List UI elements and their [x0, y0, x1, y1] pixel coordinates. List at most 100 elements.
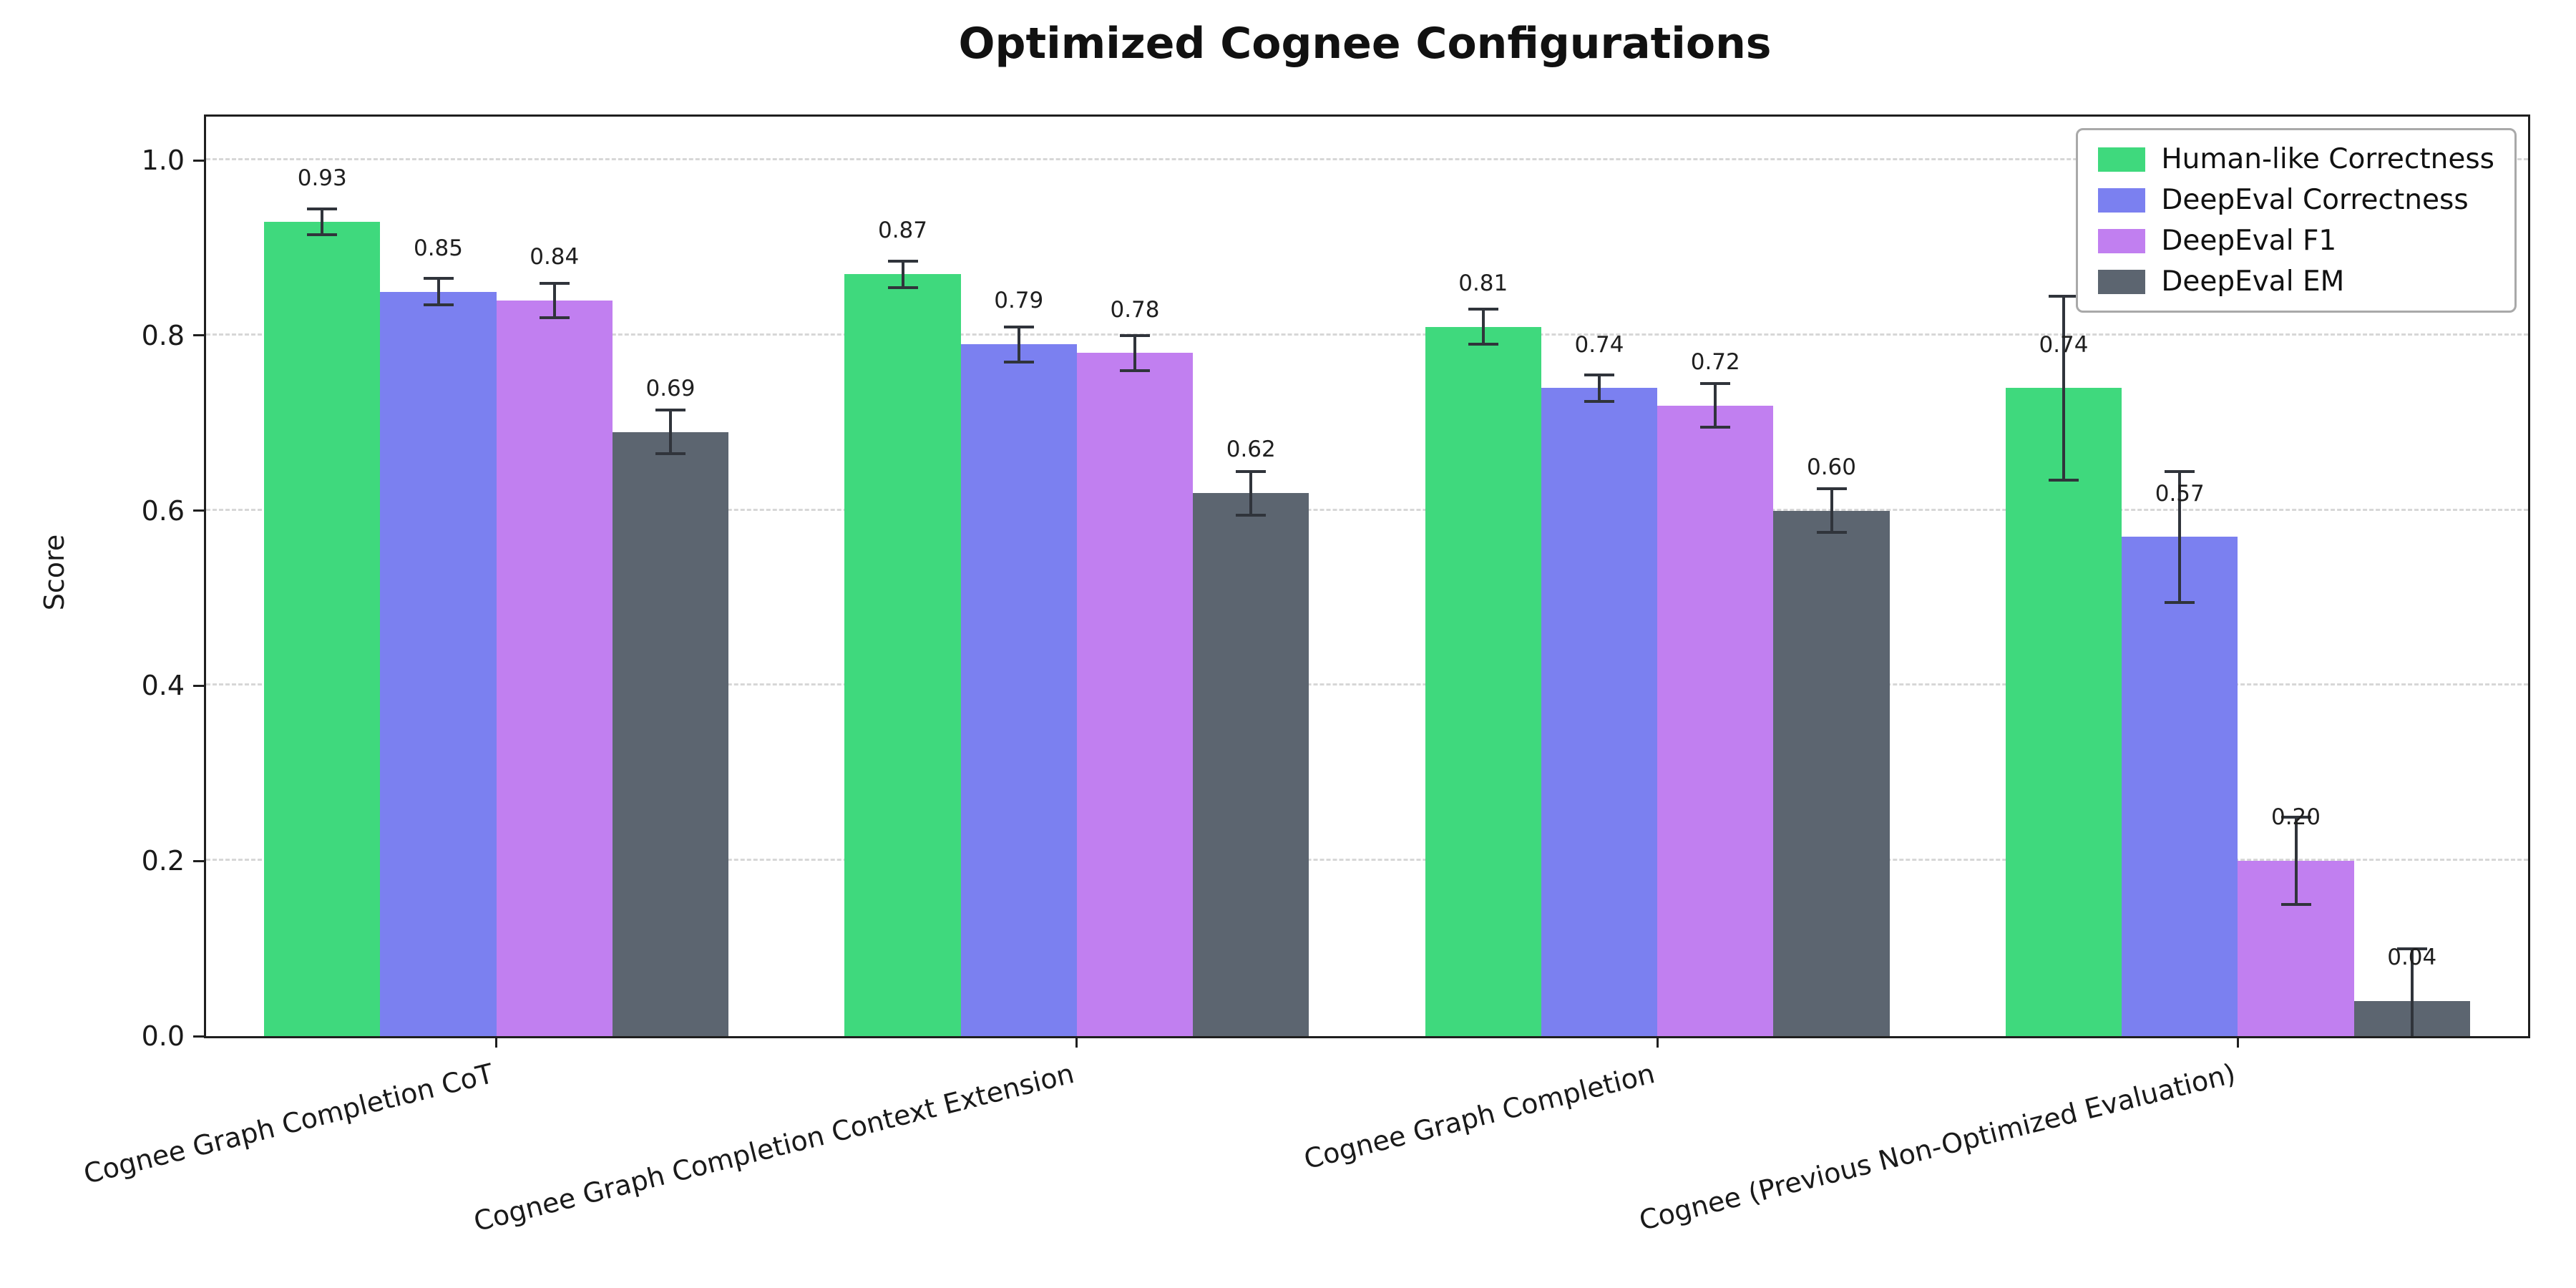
value-label: 0.84 [530, 244, 580, 270]
legend-swatch [2098, 147, 2146, 172]
bar-row: 0.74 0.57 0.20 0.04 [2005, 117, 2470, 1036]
error-bar [2410, 948, 2414, 1036]
legend-label: DeepEval EM [2161, 265, 2345, 298]
value-label: 0.74 [2039, 331, 2089, 358]
error-bar [1598, 375, 1601, 401]
bar [2122, 537, 2238, 1036]
error-bar-cap-top [2280, 816, 2311, 819]
error-bar-cap-top [1700, 382, 1731, 386]
legend-entry: Human-like Correctness [2098, 143, 2494, 175]
bar [1657, 405, 1774, 1036]
error-bar [436, 278, 440, 306]
error-bar-cap-bottom [539, 316, 570, 320]
gridline [206, 683, 2528, 686]
y-tick-label: 0.4 [141, 670, 185, 702]
bar [844, 274, 961, 1036]
error-bar-cap-bottom [1120, 369, 1150, 372]
error-bar-cap-bottom [1584, 399, 1614, 403]
error-bar-cap-top [2396, 947, 2427, 950]
bar [960, 344, 1077, 1036]
y-tick-label: 0.0 [141, 1020, 185, 1052]
error-bar-cap-bottom [2165, 601, 2195, 605]
x-tick-label: Cognee (Previous Non-Optimized Evaluatio… [1636, 1058, 2239, 1236]
x-tick-mark [495, 1036, 498, 1048]
y-tick-mark [193, 859, 206, 862]
error-bar-cap-top [1003, 325, 1034, 328]
error-bar-cap-bottom [887, 286, 918, 289]
error-bar-cap-bottom [1700, 426, 1731, 429]
legend-label: Human-like Correctness [2161, 143, 2494, 175]
error-bar-cap-top [1468, 308, 1498, 311]
bar-row: 0.87 0.79 0.78 0.62 [844, 117, 1309, 1036]
error-bar-cap-top [1584, 374, 1614, 377]
x-tick-mark [1075, 1036, 1078, 1048]
y-tick-label: 0.6 [141, 494, 185, 527]
value-label: 0.81 [1458, 270, 1508, 296]
bar [264, 221, 381, 1036]
value-label: 0.62 [1226, 436, 1276, 463]
y-tick-mark [193, 509, 206, 512]
error-bar [901, 260, 904, 288]
error-bar-cap-top [2049, 294, 2079, 298]
error-bar-cap-bottom [423, 303, 454, 307]
error-bar-cap-top [1120, 333, 1150, 337]
value-label: 0.85 [413, 235, 464, 261]
error-bar-cap-top [539, 281, 570, 285]
error-bar [1133, 335, 1136, 371]
error-bar-cap-bottom [1816, 531, 1847, 535]
error-bar-cap-top [307, 207, 338, 210]
error-bar-cap-bottom [1468, 343, 1498, 346]
error-bar-cap-top [887, 259, 918, 263]
value-label: 0.69 [645, 375, 696, 401]
error-bar-cap-top [1236, 469, 1267, 473]
error-bar-cap-bottom [1236, 513, 1267, 517]
bar [496, 301, 613, 1036]
legend-label: DeepEval F1 [2161, 225, 2337, 257]
bar [1076, 353, 1194, 1036]
legend-swatch [2098, 187, 2146, 213]
bar-group: 0.87 0.79 0.78 0.62 [786, 117, 1367, 1036]
bar [612, 431, 729, 1036]
error-bar-cap-top [423, 277, 454, 280]
error-bar [2294, 817, 2298, 905]
y-tick-label: 1.0 [141, 145, 185, 177]
value-label: 0.72 [1690, 349, 1740, 376]
error-bar-cap-top [655, 408, 686, 411]
value-label: 0.74 [1574, 331, 1624, 358]
y-tick-mark [193, 1035, 206, 1038]
legend-entry: DeepEval EM [2098, 265, 2494, 298]
gridline [206, 333, 2528, 336]
bar [380, 291, 497, 1036]
bar-row: 0.81 0.74 0.72 0.60 [1425, 117, 1890, 1036]
legend: Human-like Correctness DeepEval Correctne… [2076, 128, 2517, 313]
gridline [206, 158, 2528, 161]
gridline [206, 508, 2528, 511]
bar [1773, 510, 1890, 1036]
value-label: 0.78 [1110, 296, 1160, 323]
error-bar [321, 208, 324, 235]
bar [1425, 326, 1541, 1036]
error-bar-cap-bottom [655, 452, 686, 456]
bar-group: 0.74 0.57 0.20 0.04 [1948, 117, 2528, 1036]
legend-label: DeepEval Correctness [2161, 184, 2469, 216]
error-bar-cap-top [1816, 487, 1847, 491]
legend-entry: DeepEval Correctness [2098, 184, 2494, 216]
error-bar [669, 409, 672, 454]
x-tick-mark [1656, 1036, 1659, 1048]
y-tick-label: 0.2 [141, 845, 185, 877]
error-bar [1714, 384, 1717, 428]
gridline [206, 859, 2528, 862]
error-bar-cap-top [2165, 469, 2195, 473]
chart-title: Optimized Cognee Configurations [958, 19, 1772, 69]
error-bar [1830, 489, 1833, 533]
x-tick-label: Cognee Graph Completion [1300, 1058, 1658, 1176]
x-tick-mark [2236, 1036, 2239, 1048]
value-label: 0.57 [2155, 480, 2205, 507]
value-label: 0.79 [994, 288, 1044, 314]
error-bar-cap-bottom [1003, 360, 1034, 364]
value-label: 0.04 [2387, 945, 2437, 971]
error-bar-cap-bottom [307, 233, 338, 237]
error-bar [1481, 309, 1485, 345]
legend-swatch [2098, 228, 2146, 253]
